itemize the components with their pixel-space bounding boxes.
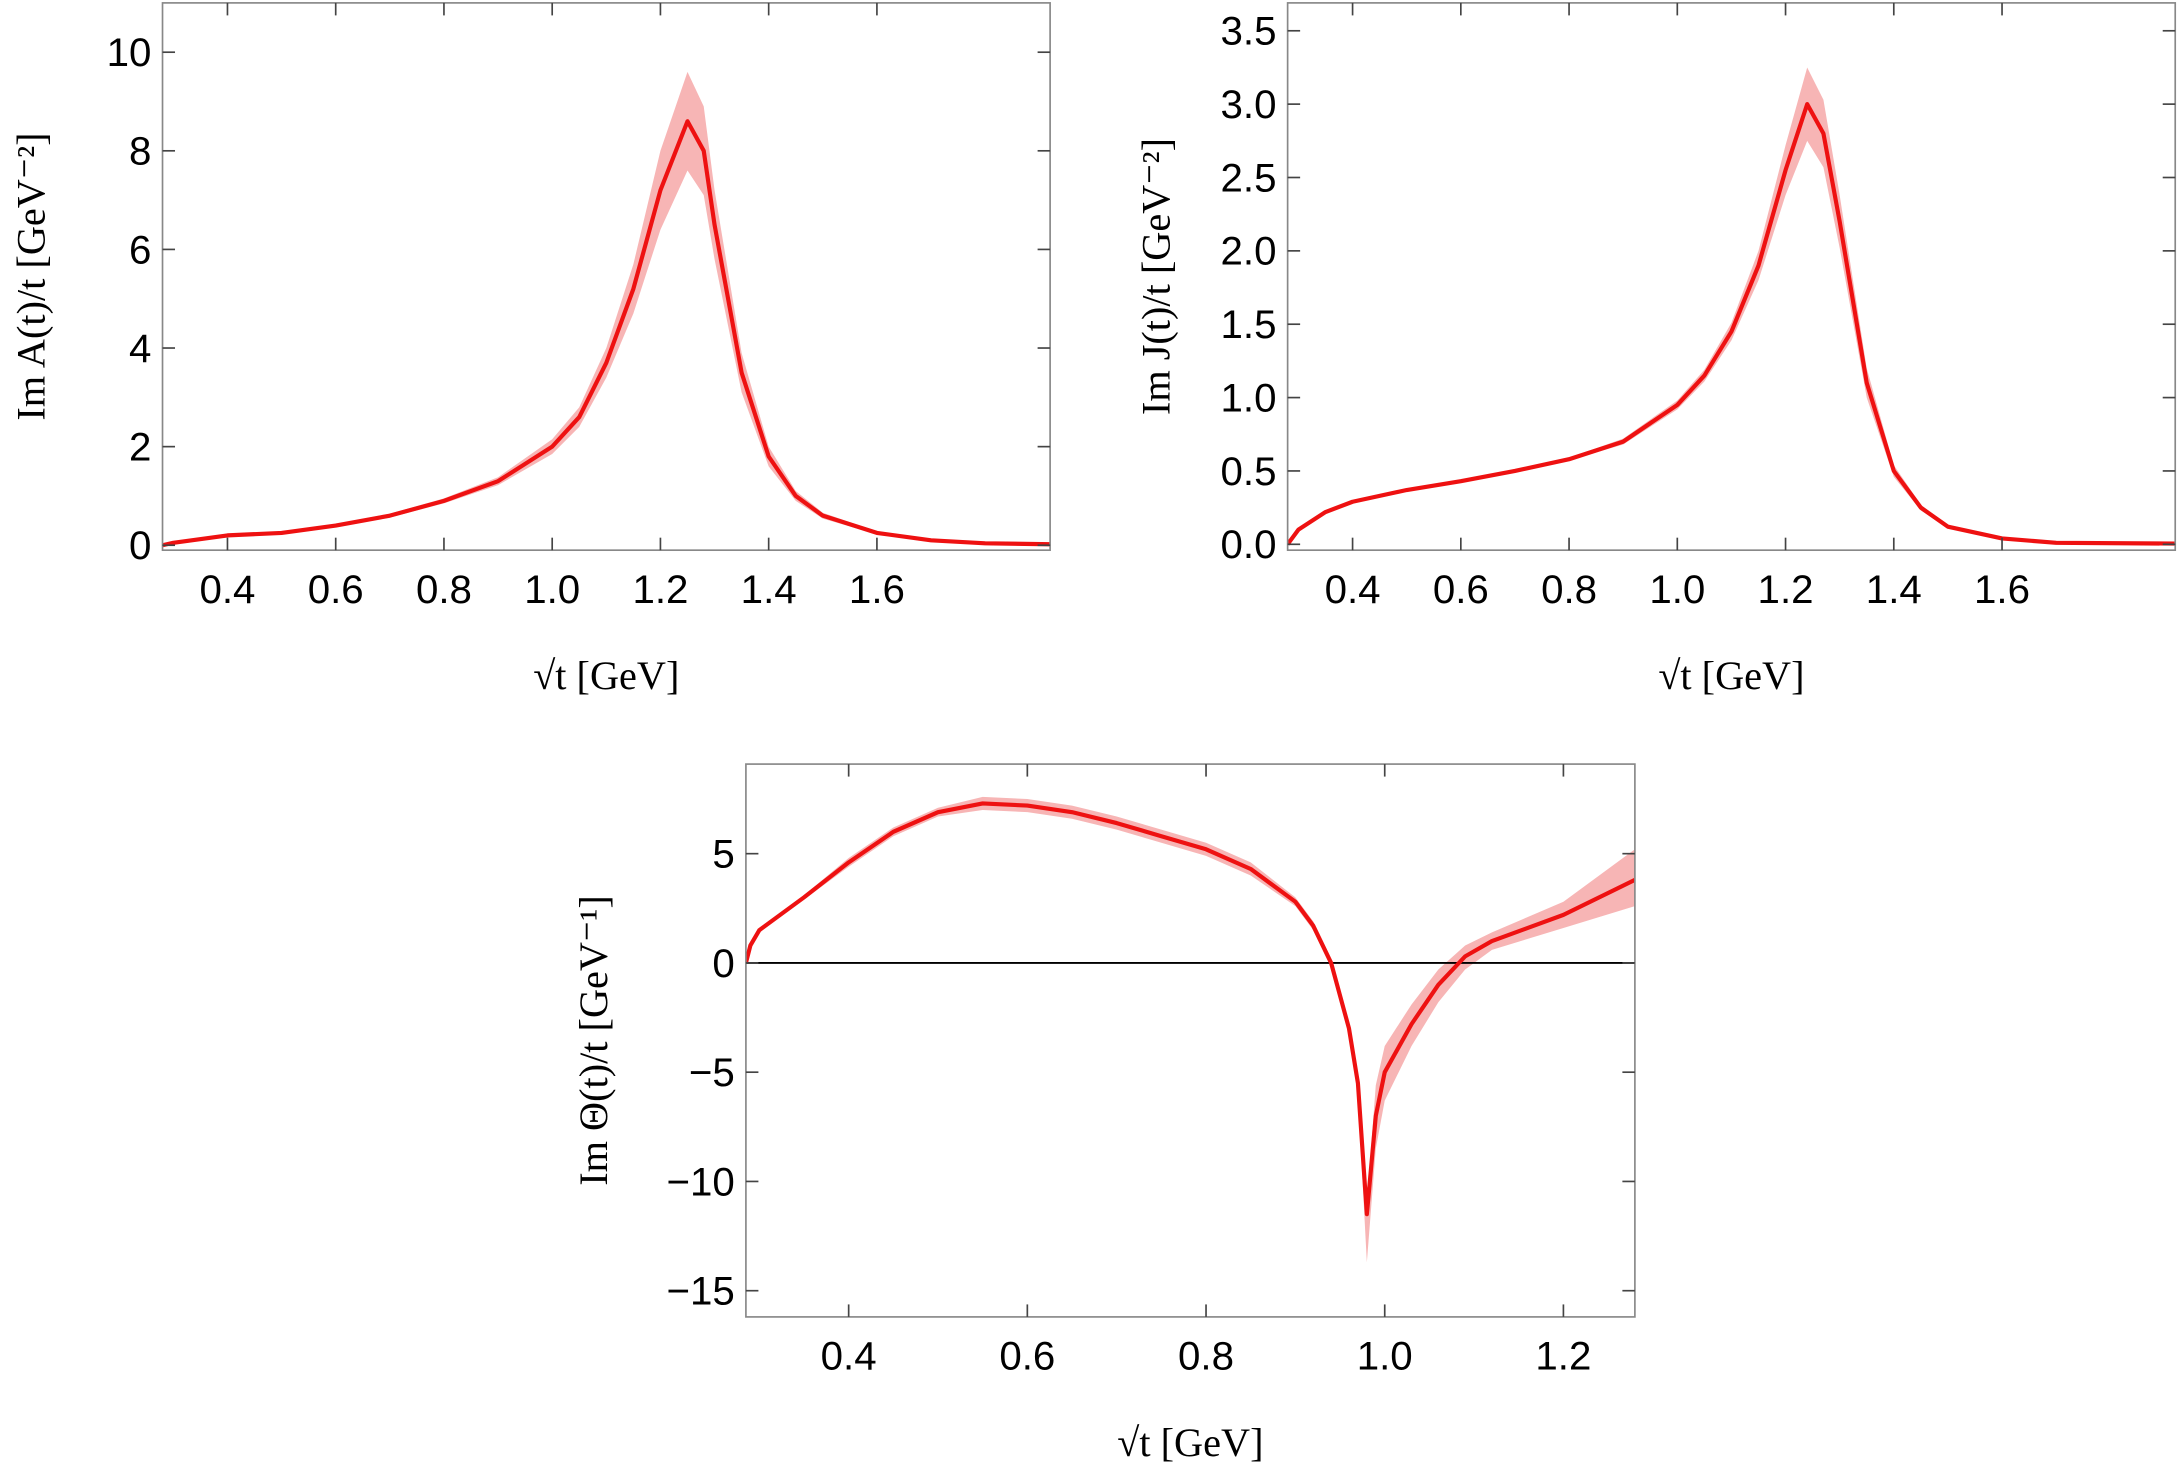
y-tick-label: −15 [666,1269,734,1314]
y-tick-label: 3.0 [1221,82,1277,127]
x-tick-label: 1.2 [1535,1334,1591,1379]
x-tick-label: 0.6 [1433,567,1489,612]
panel: 0.4 0.6 0.8 1.0 1.2 1.4 1.6 0.0 0.5 1.0 1.5 2.0 2.5 3… [1134,2,2177,698]
x-tick-label: 1.4 [741,567,797,612]
plot-area [745,796,1635,1263]
line [1287,102,2176,546]
x-tick-label: 1.2 [632,567,688,612]
panel: 0.4 0.6 0.8 1.0 1.2 1.4 1.6 0 2 4 6 8 10 √t [GeV] Im A… [8,2,1051,698]
y-tick-label: 5 [712,832,734,877]
x-tick-label: 0.4 [821,1334,877,1379]
y-tick-label: 1.5 [1221,302,1277,347]
x-tick-label: 1.4 [1866,567,1922,612]
frame [1286,2,2177,552]
y-axis-label: Im J(t)/t [GeV⁻²] [1134,138,1179,415]
y-tick-label: 3.5 [1221,9,1277,54]
x-axis-label: √t [GeV] [1117,1420,1263,1465]
y-tick-label: 0.0 [1221,522,1277,567]
x-tick-label: 0.4 [1325,567,1381,612]
x-tick-label: 0.6 [308,567,364,612]
error-band [745,796,1635,1263]
x-tick-label: 0.6 [999,1334,1055,1379]
x-tick-label: 1.6 [849,567,905,612]
plot-area [162,71,1051,548]
x-axis-label: √t [GeV] [533,653,679,698]
x-tick-label: 1.6 [1974,567,2030,612]
x-tick-label: 1.2 [1758,567,1814,612]
y-tick-label: 2 [129,425,151,470]
y-tick-label: 6 [129,227,151,272]
error-band [162,71,1051,546]
x-tick-label: 1.0 [1649,567,1705,612]
error-band [1287,67,2176,545]
plot-area [1287,67,2176,546]
line [745,801,1635,1217]
y-tick-label: 0.5 [1221,449,1277,494]
y-tick-label: 2.5 [1221,155,1277,200]
frame [161,2,1051,552]
x-tick-label: 0.4 [199,567,255,612]
x-tick-label: 1.0 [1357,1334,1413,1379]
y-tick-label: 8 [129,129,151,174]
frame [745,763,1636,1318]
y-axis-label: Im A(t)/t [GeV⁻²] [8,132,53,420]
y-tick-label: −10 [666,1159,734,1204]
line [162,119,1051,548]
y-tick-label: 4 [129,326,151,371]
y-axis-label: Im Θ(t)/t [GeV⁻¹] [571,895,616,1185]
y-tick-label: 0 [129,523,151,568]
x-axis-label: √t [GeV] [1658,653,1804,698]
x-tick-label: 0.8 [1178,1334,1234,1379]
y-tick-label: 2.0 [1221,229,1277,274]
panel: 0.4 0.6 0.8 1.0 1.2 −15 −10 −5 0 5 √t [GeV] Im Θ(t)… [571,763,1636,1465]
y-tick-label: 10 [107,30,152,75]
y-tick-label: −5 [689,1050,735,1095]
x-tick-label: 1.0 [524,567,580,612]
y-tick-label: 0 [712,941,734,986]
y-tick-label: 1.0 [1221,375,1277,420]
x-tick-label: 0.8 [416,567,472,612]
x-tick-label: 0.8 [1541,567,1597,612]
